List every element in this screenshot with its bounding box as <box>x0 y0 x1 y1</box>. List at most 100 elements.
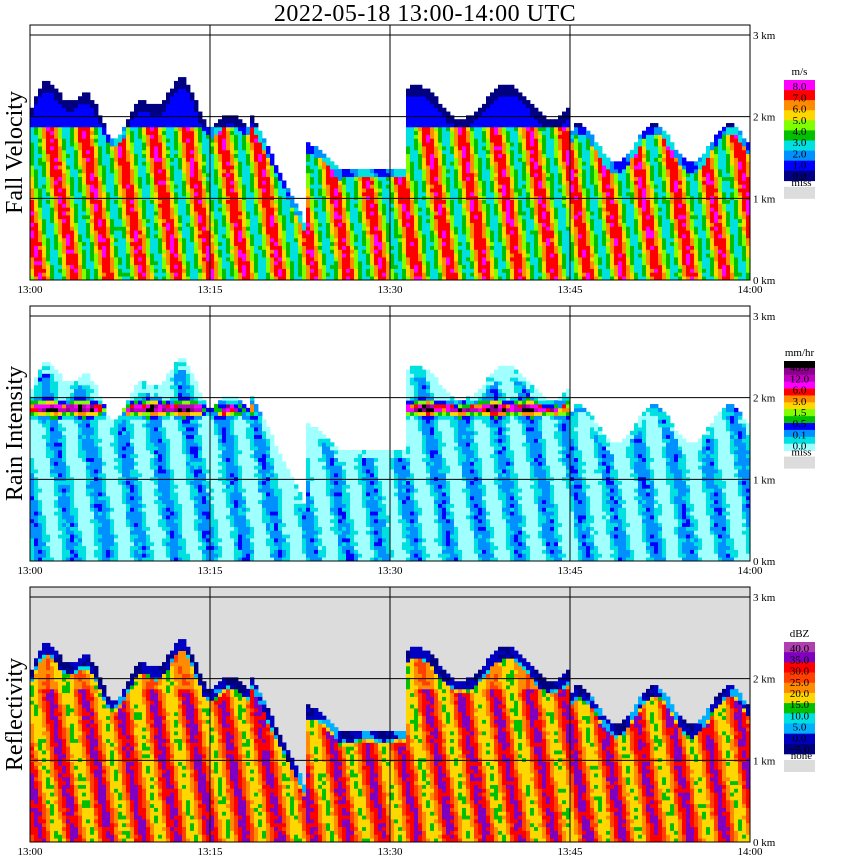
heatmap-cell <box>498 199 503 204</box>
heatmap-cell <box>166 103 171 109</box>
heatmap-cell <box>338 260 343 266</box>
heatmap-cell <box>410 100 415 105</box>
heatmap-cell <box>490 257 495 262</box>
heatmap-cell <box>114 199 119 204</box>
heatmap-cell <box>458 123 463 128</box>
heatmap-cell <box>502 123 507 128</box>
heatmap-cell <box>86 237 91 243</box>
heatmap-cell <box>310 260 315 266</box>
heatmap-cell <box>222 268 227 273</box>
heatmap-cell <box>506 203 511 208</box>
heatmap-cell <box>442 184 447 189</box>
heatmap-cell <box>186 157 191 162</box>
heatmap-cell <box>74 214 79 220</box>
heatmap-cell <box>434 100 439 105</box>
heatmap-cell <box>230 268 235 273</box>
heatmap-cell <box>154 134 159 139</box>
heatmap-cell <box>242 222 247 227</box>
heatmap-cell <box>194 184 199 189</box>
heatmap-cell <box>186 119 191 124</box>
heatmap-cell <box>394 253 399 258</box>
heatmap-cell <box>102 264 107 269</box>
heatmap-cell <box>350 176 355 181</box>
heatmap-cell <box>498 119 503 124</box>
heatmap-cell <box>346 230 351 235</box>
heatmap-cell <box>318 214 323 220</box>
heatmap-cell <box>210 272 215 277</box>
heatmap-cell <box>62 161 67 166</box>
heatmap-cell <box>82 115 87 120</box>
heatmap-cell <box>182 276 187 281</box>
heatmap-cell <box>114 165 119 170</box>
heatmap-cell <box>110 237 115 243</box>
heatmap-cell <box>226 188 231 193</box>
heatmap-cell <box>42 264 47 269</box>
heatmap-cell <box>186 146 191 151</box>
heatmap-cell <box>30 234 35 239</box>
heatmap-cell <box>178 218 183 223</box>
heatmap-cell <box>74 168 79 174</box>
heatmap-cell <box>66 257 71 262</box>
heatmap-cell <box>102 180 107 185</box>
heatmap-cell <box>146 176 151 181</box>
heatmap-cell <box>282 230 287 235</box>
heatmap-cell <box>118 241 123 246</box>
heatmap-cell <box>394 214 399 220</box>
heatmap-cell <box>514 218 519 223</box>
heatmap-cell <box>74 111 79 116</box>
heatmap-cell <box>470 260 475 266</box>
heatmap-cell <box>138 168 143 174</box>
heatmap-cell <box>498 146 503 151</box>
heatmap-cell <box>494 107 499 112</box>
heatmap-cell <box>170 119 175 124</box>
heatmap-cell <box>206 138 211 143</box>
heatmap-cell <box>66 115 71 120</box>
heatmap-cell <box>230 272 235 277</box>
heatmap-cell <box>114 249 119 254</box>
heatmap-cell <box>478 172 483 178</box>
heatmap-cell <box>78 264 83 269</box>
heatmap-cell <box>190 276 195 281</box>
heatmap-cell <box>142 260 147 266</box>
heatmap-cell <box>190 103 195 109</box>
heatmap-cell <box>302 276 307 281</box>
heatmap-cell <box>226 207 231 212</box>
heatmap-cell <box>150 115 155 120</box>
heatmap-cell <box>54 230 59 235</box>
heatmap-cell <box>506 119 511 124</box>
heatmap-cell <box>390 226 395 231</box>
heatmap-cell <box>234 126 239 132</box>
heatmap-cell <box>102 146 107 151</box>
heatmap-cell <box>130 214 135 220</box>
heatmap-cell <box>102 226 107 231</box>
heatmap-cell <box>422 264 427 269</box>
heatmap-cell <box>474 123 479 128</box>
heatmap-cell <box>434 134 439 139</box>
heatmap-cell <box>38 234 43 239</box>
heatmap-cell <box>182 199 187 204</box>
heatmap-cell <box>338 176 343 181</box>
heatmap-cell <box>238 165 243 170</box>
heatmap-cell <box>438 184 443 189</box>
heatmap-cell <box>502 211 507 216</box>
heatmap-cell <box>170 207 175 212</box>
heatmap-cell <box>178 134 183 139</box>
heatmap-cell <box>242 272 247 277</box>
heatmap-cell <box>414 126 419 132</box>
heatmap-cell <box>182 214 187 220</box>
heatmap-cell <box>226 264 231 269</box>
heatmap-cell <box>238 226 243 231</box>
heatmap-cell <box>174 100 179 105</box>
heatmap-cell <box>78 153 83 158</box>
heatmap-cell <box>218 172 223 178</box>
heatmap-cell <box>458 176 463 181</box>
heatmap-cell <box>462 272 467 277</box>
heatmap-cell <box>390 245 395 250</box>
heatmap-cell <box>398 257 403 262</box>
heatmap-cell <box>58 180 63 185</box>
heatmap-cell <box>430 257 435 262</box>
heatmap-cell <box>366 253 371 258</box>
heatmap-cell <box>450 149 455 155</box>
heatmap-cell <box>90 237 95 243</box>
heatmap-cell <box>90 184 95 189</box>
